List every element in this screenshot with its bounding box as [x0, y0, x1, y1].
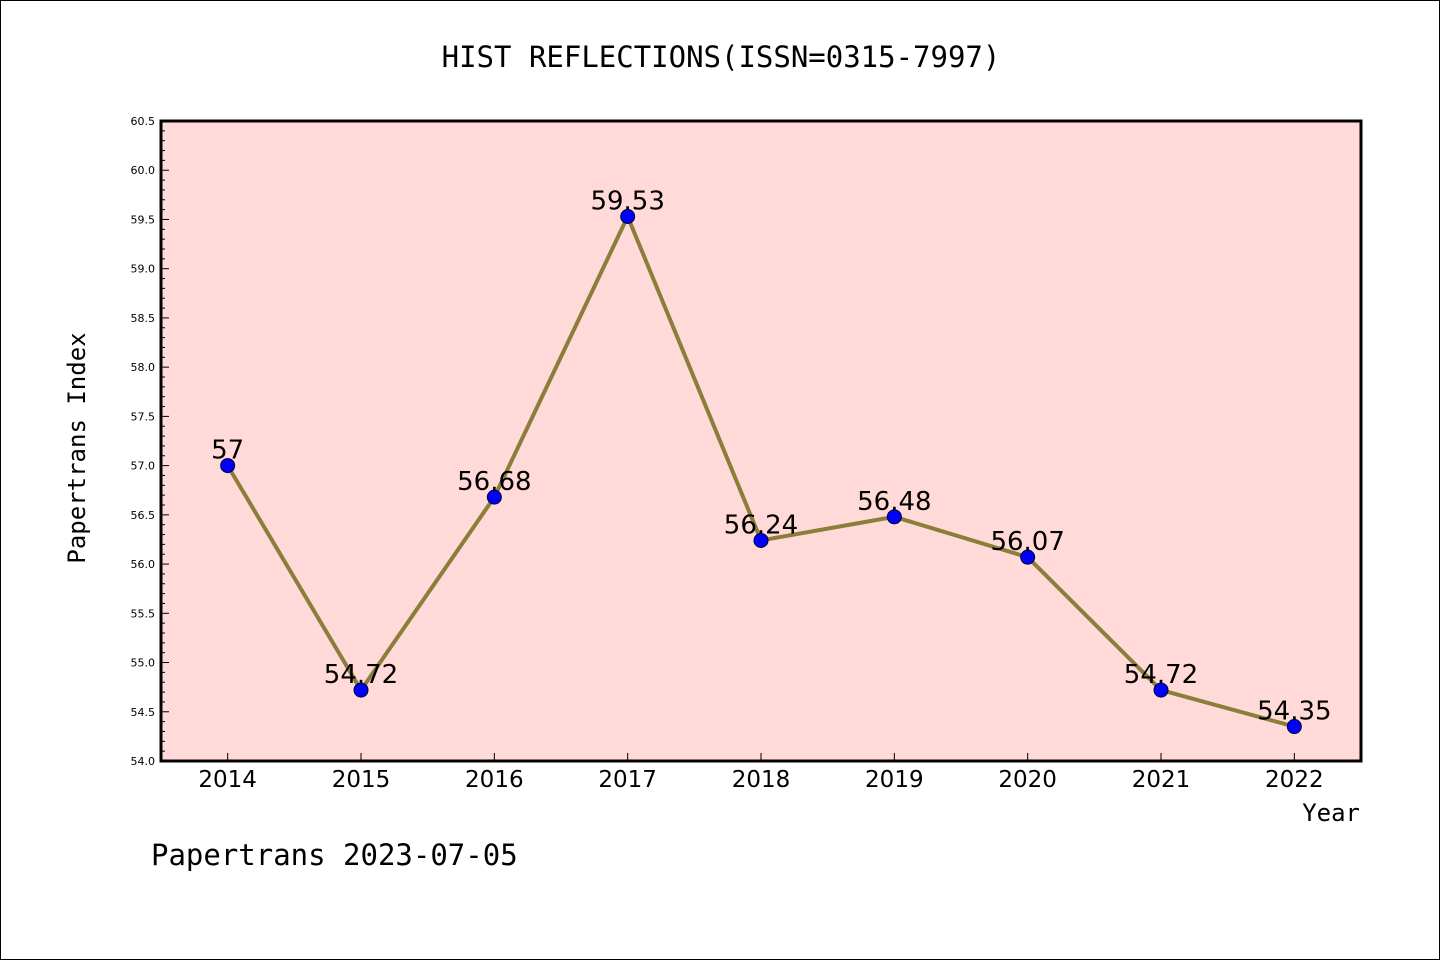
y-tick-label: 56.0 — [131, 558, 156, 571]
data-point — [1153, 682, 1169, 698]
y-tick-label: 60.5 — [131, 115, 156, 128]
x-axis: 2014 2015 2016 2017 2018 2019 2020 2021 2022 — [198, 753, 1324, 793]
y-axis-label: Papertrans Index — [63, 332, 91, 563]
y-tick-label: 56.5 — [131, 509, 156, 522]
y-tick-label: 54.0 — [131, 755, 156, 768]
data-point — [220, 458, 236, 474]
x-tick-label: 2015 — [332, 767, 391, 793]
data-label: 54.72 — [1124, 660, 1198, 690]
plot-border — [159, 119, 1363, 763]
data-label: 56.68 — [457, 467, 531, 497]
chart-title: HIST REFLECTIONS(ISSN=0315-7997) — [442, 40, 1001, 74]
x-tick-label: 2018 — [732, 767, 791, 793]
y-tick-label: 59.5 — [131, 213, 156, 226]
data-point — [353, 682, 369, 698]
data-label: 59.53 — [590, 187, 664, 217]
data-point — [886, 509, 902, 525]
x-tick-label: 2022 — [1265, 767, 1324, 793]
plot-area — [161, 121, 1361, 761]
y-tick-label: 55.0 — [131, 657, 156, 670]
data-label: 56.48 — [857, 487, 931, 517]
x-tick-label: 2014 — [198, 767, 257, 793]
data-label: 54.35 — [1257, 697, 1331, 727]
y-tick-label: 58.5 — [131, 312, 156, 325]
y-axis: 54.0 54.5 55.0 55.5 56.0 56.5 57.0 57.5 58.0 58.5… — [131, 115, 169, 768]
x-tick-label: 2016 — [465, 767, 524, 793]
data-label: 56.07 — [990, 527, 1064, 557]
data-label: 54.72 — [324, 660, 398, 690]
data-point — [1020, 549, 1036, 565]
footer-credit: Papertrans 2023-07-05 — [151, 838, 518, 872]
x-tick-label: 2017 — [598, 767, 657, 793]
data-point — [620, 209, 636, 225]
y-tick-label: 59.0 — [131, 263, 156, 276]
y-tick-label: 58.0 — [131, 361, 156, 374]
data-labels: 57 54.72 56.68 59.53 56.24 56.48 56.07 54.72 54.… — [211, 187, 1331, 727]
data-point — [486, 489, 502, 505]
data-point — [753, 532, 769, 548]
x-tick-label: 2019 — [865, 767, 924, 793]
x-axis-label: Year — [1302, 799, 1360, 827]
y-tick-label: 55.5 — [131, 607, 156, 620]
x-tick-label: 2020 — [998, 767, 1057, 793]
y-tick-label: 57.0 — [131, 460, 156, 473]
series-markers — [220, 209, 1302, 735]
data-label: 56.24 — [724, 510, 798, 540]
data-point — [1286, 719, 1302, 735]
y-tick-label: 54.5 — [131, 706, 156, 719]
y-tick-label: 60.0 — [131, 164, 156, 177]
data-label: 57 — [211, 436, 244, 466]
y-tick-label: 57.5 — [131, 410, 156, 423]
x-tick-label: 2021 — [1132, 767, 1191, 793]
